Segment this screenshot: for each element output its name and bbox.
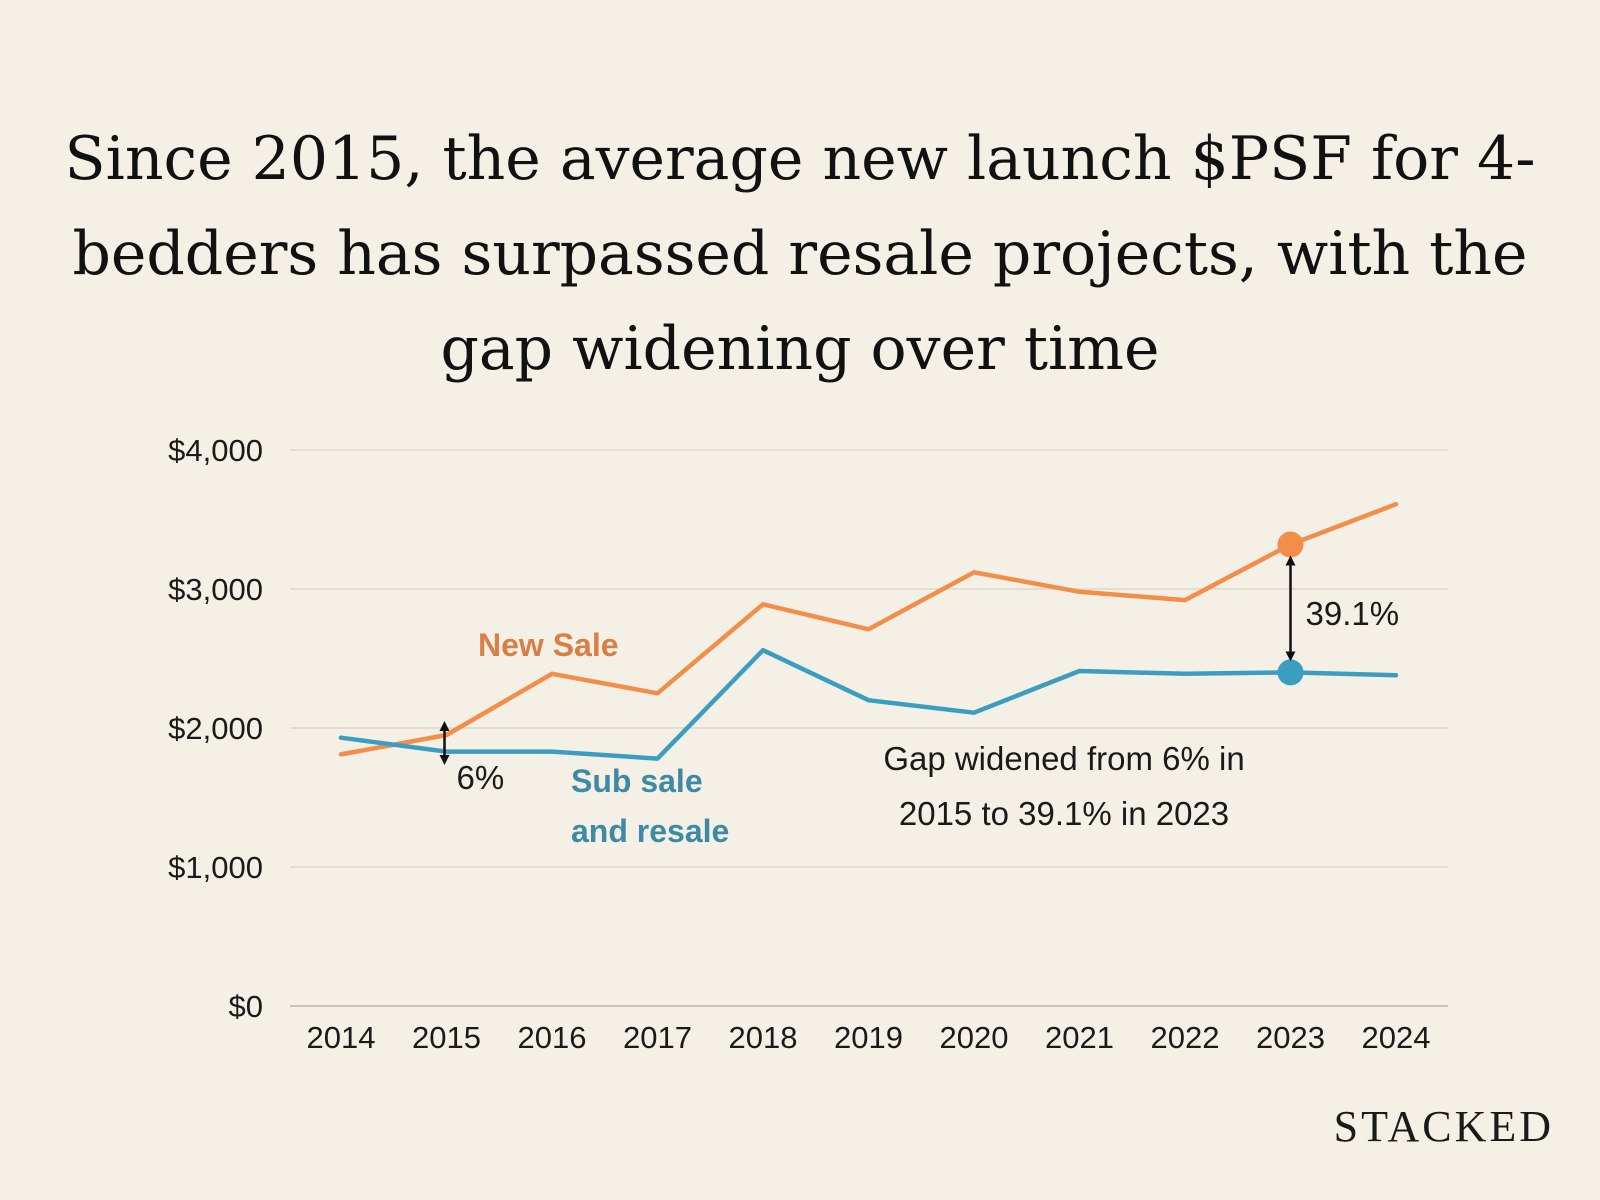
gap-note-text: Gap widened from 6% in	[883, 740, 1244, 777]
x-tick-label: 2022	[1151, 1020, 1220, 1055]
x-tick-label: 2020	[940, 1020, 1009, 1055]
brand-logo: STACKED	[1333, 1102, 1554, 1151]
y-tick-label: $3,000	[168, 572, 263, 607]
x-tick-label: 2023	[1256, 1020, 1325, 1055]
resale-legend-label: and resale	[571, 813, 729, 849]
y-tick-label: $2,000	[168, 711, 263, 746]
y-tick-label: $1,000	[168, 850, 263, 885]
gap-2023-label: 39.1%	[1306, 595, 1400, 632]
new-sale-line	[338, 501, 1399, 757]
gap-note-text: 2015 to 39.1% in 2023	[899, 795, 1229, 832]
x-tick-label: 2019	[834, 1020, 903, 1055]
x-tick-label: 2024	[1362, 1020, 1431, 1055]
x-tick-label: 2021	[1045, 1020, 1114, 1055]
x-tick-label: 2015	[412, 1020, 481, 1055]
x-tick-label: 2014	[307, 1020, 376, 1055]
new-sale-legend-label: New Sale	[478, 627, 619, 663]
y-tick-label: $4,000	[168, 433, 263, 468]
resale-2023-point	[1277, 659, 1304, 686]
chart-title: Since 2015, the average new launch $PSF …	[64, 124, 1536, 384]
y-tick-label: $0	[229, 989, 263, 1024]
resale-legend-label: Sub sale	[571, 763, 703, 799]
new-sale-2023-point	[1277, 531, 1304, 558]
gap-2015-label: 6%	[457, 759, 505, 796]
x-tick-label: 2018	[729, 1020, 798, 1055]
resale-line	[338, 647, 1399, 761]
x-tick-label: 2017	[623, 1020, 692, 1055]
x-tick-label: 2016	[518, 1020, 587, 1055]
